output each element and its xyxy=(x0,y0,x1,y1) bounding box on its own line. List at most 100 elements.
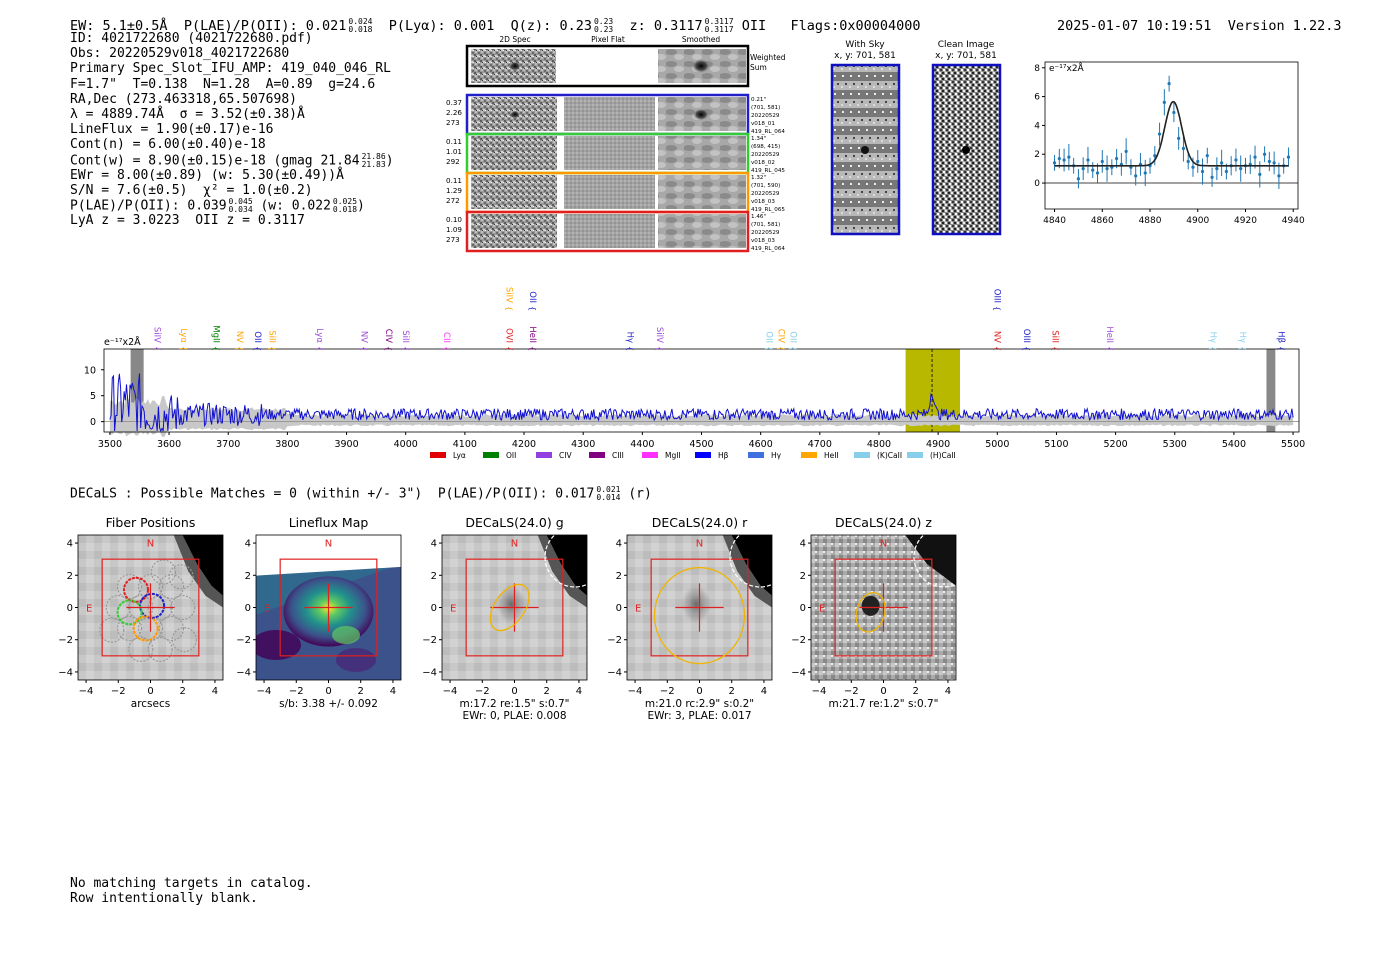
zoom-data-point xyxy=(1181,146,1186,151)
zoom-y-tick-label: 2 xyxy=(1034,150,1040,160)
spectrum-x-tick-label: 4300 xyxy=(571,439,595,450)
compass-east: E xyxy=(86,604,92,615)
cutout-row-right-value: (701, 590) xyxy=(751,183,780,189)
imaging-panel-caption: EWr: 3, PLAE: 0.017 xyxy=(647,710,751,722)
source-ellipse xyxy=(489,583,530,632)
imaging-x-tick-label: 0 xyxy=(696,686,702,697)
legend-label: CIV xyxy=(559,451,572,460)
legend-entry: (H)CaII xyxy=(907,451,956,460)
imaging-panel-caption: arcsecs xyxy=(131,698,170,710)
spectrum-x-tick-label: 4600 xyxy=(749,439,773,450)
imaging-x-tick-label: 4 xyxy=(212,686,218,697)
imaging-y-tick-label: 4 xyxy=(431,539,437,550)
imaging-y-tick-label: 2 xyxy=(67,571,73,582)
emission-line-label: OII { xyxy=(764,331,774,351)
spectrum-y-unit: e⁻¹⁷x2Å xyxy=(104,336,141,348)
zoom-x-tick-label: 4900 xyxy=(1186,216,1209,226)
cutout-row-left-value: 273 xyxy=(446,235,460,244)
zoom-data-point xyxy=(1258,172,1262,177)
zoom-data-point xyxy=(1224,169,1228,174)
aperture-box xyxy=(650,558,749,657)
emission-line-name: SiIV xyxy=(654,327,664,343)
detection-stats: ID: 4021722680 (4021722680.pdf) Obs: 202… xyxy=(70,31,394,228)
cutout-row-right-value: 20220529 xyxy=(751,152,780,158)
emission-line-brace: { xyxy=(235,346,244,351)
emission-line-label: HeII { xyxy=(1104,326,1114,351)
emission-line-name: OII xyxy=(787,331,797,343)
zoom-data-point xyxy=(1177,136,1181,140)
weighted-sum-label-2: Sum xyxy=(750,63,767,72)
aperture-box xyxy=(101,558,200,657)
decals-summary: DECaLS : Possible Matches = 0 (within +/… xyxy=(70,485,652,502)
imaging-panel: DECaLS(24.0) r N E −4 −4 −2 −2 0 0 2 2 4 4 m:21.0 rc:… xyxy=(607,515,791,722)
zoom-data-point xyxy=(1267,159,1271,164)
source-ellipse xyxy=(653,566,746,665)
emission-line-label: OVI { xyxy=(503,328,513,351)
legend-entry: CIV xyxy=(536,451,572,460)
emission-line-label: CII { xyxy=(441,332,451,351)
cutout-header-smoothed: Smoothed xyxy=(682,35,721,44)
zoom-y-tick-label: 0 xyxy=(1034,179,1040,189)
emission-line-name: HeII xyxy=(1104,326,1114,343)
imaging-x-tick-label: −4 xyxy=(443,686,458,697)
emission-line-label: OII { xyxy=(252,331,262,351)
imaging-x-tick-label: 4 xyxy=(761,686,767,697)
cutout-row-right-value: 0.21" xyxy=(751,97,766,103)
cutout-row-right-value: 20220529 xyxy=(751,230,780,236)
source-ellipse xyxy=(855,592,886,633)
emission-line-name: Hγ xyxy=(625,332,635,343)
imaging-y-tick-label: −4 xyxy=(607,667,622,678)
emission-line-brace: { xyxy=(253,346,262,351)
imaging-panels: Fiber Positions N E −4 −4 −2 −2 0 0 2 2 4 4 arcsecs Li… xyxy=(58,515,975,722)
flux-series-line xyxy=(109,373,1294,433)
imaging-y-tick-label: 2 xyxy=(616,571,622,582)
imaging-y-tick-label: −2 xyxy=(58,635,73,646)
imaging-panel-title: DECaLS(24.0) r xyxy=(652,515,748,530)
emission-line-name: Hγ xyxy=(1207,332,1217,343)
legend-swatch xyxy=(854,452,870,458)
emission-line-label: OIII { xyxy=(991,289,1001,311)
zoom-data-point xyxy=(1134,174,1138,178)
emission-line-name: OIII xyxy=(991,289,1001,303)
imaging-y-tick-label: 4 xyxy=(245,539,251,550)
imaging-y-tick-label: 2 xyxy=(431,571,437,582)
legend-swatch xyxy=(589,452,605,458)
cutout-row-right-value: v018_03 xyxy=(751,199,775,205)
emission-line-name: HeII xyxy=(527,326,537,343)
spectrum-x-tick-label: 4500 xyxy=(689,439,713,450)
emission-line-label: Hγ { xyxy=(1207,332,1217,352)
header-version: Version 1.22.3 xyxy=(1227,18,1342,34)
compass-east: E xyxy=(264,604,270,615)
emission-line-name: CII xyxy=(441,332,451,343)
spectrum-y-tick-label: 10 xyxy=(84,365,96,376)
zoom-data-point xyxy=(1100,159,1104,164)
zoom-data-point xyxy=(1081,167,1085,171)
stat-lambda: λ = 4889.74Å σ = 3.52(±0.38)Å xyxy=(70,106,305,122)
imaging-y-tick-label: −4 xyxy=(58,667,73,678)
cutout-row-right-value: 419_RL_064 xyxy=(751,246,785,252)
header-plya: P(Lyα): 0.001 xyxy=(388,18,495,34)
imaging-x-tick-label: 0 xyxy=(511,686,517,697)
cutout-row-right-value: 20220529 xyxy=(751,191,780,197)
legend-label: Hγ xyxy=(771,451,782,460)
fiber-circle xyxy=(99,617,125,643)
imaging-y-tick-label: −2 xyxy=(422,635,437,646)
imaging-x-tick-label: 2 xyxy=(544,686,550,697)
emission-line-brace: { xyxy=(528,306,537,311)
zoom-x-tick-label: 4940 xyxy=(1282,216,1305,226)
emission-line-name: SiII xyxy=(1049,330,1059,343)
cutout-row-left-value: 272 xyxy=(446,196,460,205)
imaging-x-tick-label: 0 xyxy=(880,686,886,697)
legend-swatch xyxy=(483,452,499,458)
imaging-y-tick-label: 0 xyxy=(245,603,251,614)
emission-line-label: SiII { xyxy=(1049,330,1059,351)
emission-line-label: Hγ { xyxy=(625,332,635,352)
spectrum-x-tick-label: 3800 xyxy=(275,439,299,450)
imaging-x-tick-label: 2 xyxy=(729,686,735,697)
zoom-y-tick-label: 4 xyxy=(1034,121,1040,131)
cutout-row-right-value: 20220529 xyxy=(751,113,780,119)
fiber-circle xyxy=(168,564,194,590)
emission-line-name: OIII xyxy=(1021,329,1031,343)
imaging-x-tick-label: −4 xyxy=(257,686,272,697)
